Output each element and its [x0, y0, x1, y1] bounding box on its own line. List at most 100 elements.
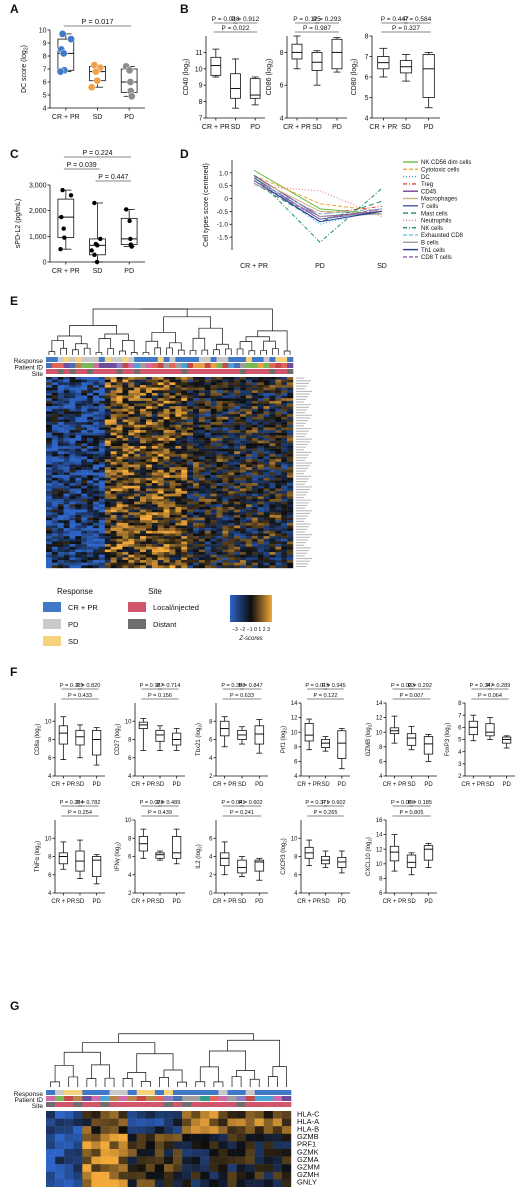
heat-cell	[228, 536, 235, 540]
heat-cell	[200, 1141, 210, 1150]
heat-cell	[116, 501, 123, 505]
heat-cell	[116, 379, 123, 383]
heat-cell	[204, 422, 211, 425]
data-point	[87, 83, 96, 92]
heat-cell	[169, 517, 176, 521]
heat-cell	[210, 541, 217, 545]
heat-cell	[257, 538, 264, 542]
heat-cell	[281, 520, 288, 524]
heat-cell	[263, 1118, 274, 1127]
heat-cell	[210, 430, 217, 433]
heat-cell	[104, 416, 111, 420]
heat-cell	[181, 530, 188, 534]
heat-cell	[216, 398, 223, 402]
heat-cell	[251, 520, 258, 524]
heat-cell	[128, 403, 135, 407]
heat-cell	[122, 419, 129, 423]
heat-cell	[46, 541, 53, 545]
heat-cell	[251, 488, 258, 492]
heat-cell	[251, 469, 258, 473]
heat-cell	[210, 432, 217, 436]
heat-cell	[55, 1111, 65, 1119]
heat-cell	[222, 406, 229, 410]
heat-cell	[163, 1164, 174, 1172]
heat-cell	[46, 560, 53, 563]
heat-cell	[93, 485, 100, 489]
heat-cell	[216, 427, 223, 431]
heat-cell	[163, 384, 170, 388]
heat-cell	[245, 443, 253, 447]
heat-cell	[157, 488, 164, 492]
track-cell-patient	[81, 363, 88, 368]
legend-swatch	[128, 602, 146, 612]
heat-cell	[163, 411, 170, 415]
heat-cell	[104, 549, 111, 553]
row-label-placeholder	[296, 390, 312, 392]
track-cell-patient	[118, 1096, 128, 1101]
heat-cell	[193, 522, 200, 526]
heat-cell	[75, 400, 82, 404]
heat-cell	[245, 379, 253, 383]
heat-cell	[216, 400, 223, 404]
heat-cell	[87, 517, 94, 521]
heat-cell	[104, 562, 111, 566]
heat-cell	[122, 453, 129, 457]
heat-cell	[163, 485, 170, 489]
heat-cell	[234, 395, 241, 399]
heat-cell	[151, 443, 158, 447]
track-cell-site	[127, 1102, 138, 1107]
heat-cell	[263, 493, 270, 497]
heat-cell	[157, 427, 164, 431]
heat-cell	[251, 467, 258, 471]
heat-cell	[91, 1171, 101, 1180]
data-point	[58, 30, 67, 38]
track-cell-response	[154, 1090, 165, 1095]
heat-cell	[109, 1179, 119, 1187]
heat-cell	[222, 483, 229, 486]
box	[304, 723, 314, 742]
heat-cell	[46, 1156, 56, 1165]
heat-cell	[234, 488, 241, 492]
heat-cell	[110, 517, 117, 521]
heat-cell	[216, 406, 223, 410]
heat-cell	[81, 522, 88, 526]
heat-cell	[187, 536, 194, 540]
heat-cell	[204, 403, 211, 407]
heat-cell	[175, 491, 182, 494]
heat-cell	[245, 451, 253, 455]
heat-cell	[234, 438, 241, 441]
heat-cell	[128, 491, 135, 494]
heat-cell	[98, 544, 106, 547]
heat-cell	[157, 435, 164, 439]
subscript: 2	[447, 724, 452, 727]
heat-cell	[93, 403, 100, 407]
heat-cell	[110, 501, 117, 505]
heat-cell	[209, 1111, 219, 1119]
heat-cell	[140, 430, 147, 433]
heat-cell	[275, 435, 282, 439]
heat-cell	[275, 427, 282, 431]
heat-cell	[263, 392, 270, 396]
heat-cell	[104, 472, 111, 476]
heat-cell	[116, 557, 123, 561]
heat-cell	[82, 1141, 92, 1150]
heat-cell	[93, 562, 100, 566]
heat-cell	[81, 435, 88, 439]
heat-cell	[57, 477, 64, 481]
heat-cell	[134, 528, 141, 532]
heat-cell	[128, 432, 135, 436]
heat-cell	[163, 538, 170, 542]
track-cell-response	[127, 1090, 138, 1095]
heat-cell	[222, 424, 229, 428]
track-cell-patient	[181, 363, 188, 368]
heat-cell	[216, 408, 223, 412]
heat-cell	[251, 422, 258, 425]
heat-cell	[122, 424, 129, 428]
heat-cell	[69, 430, 76, 433]
heat-cell	[281, 485, 288, 489]
heat-cell	[251, 491, 258, 494]
data-point	[60, 187, 65, 193]
data-point	[127, 92, 136, 101]
heat-cell	[234, 459, 241, 463]
